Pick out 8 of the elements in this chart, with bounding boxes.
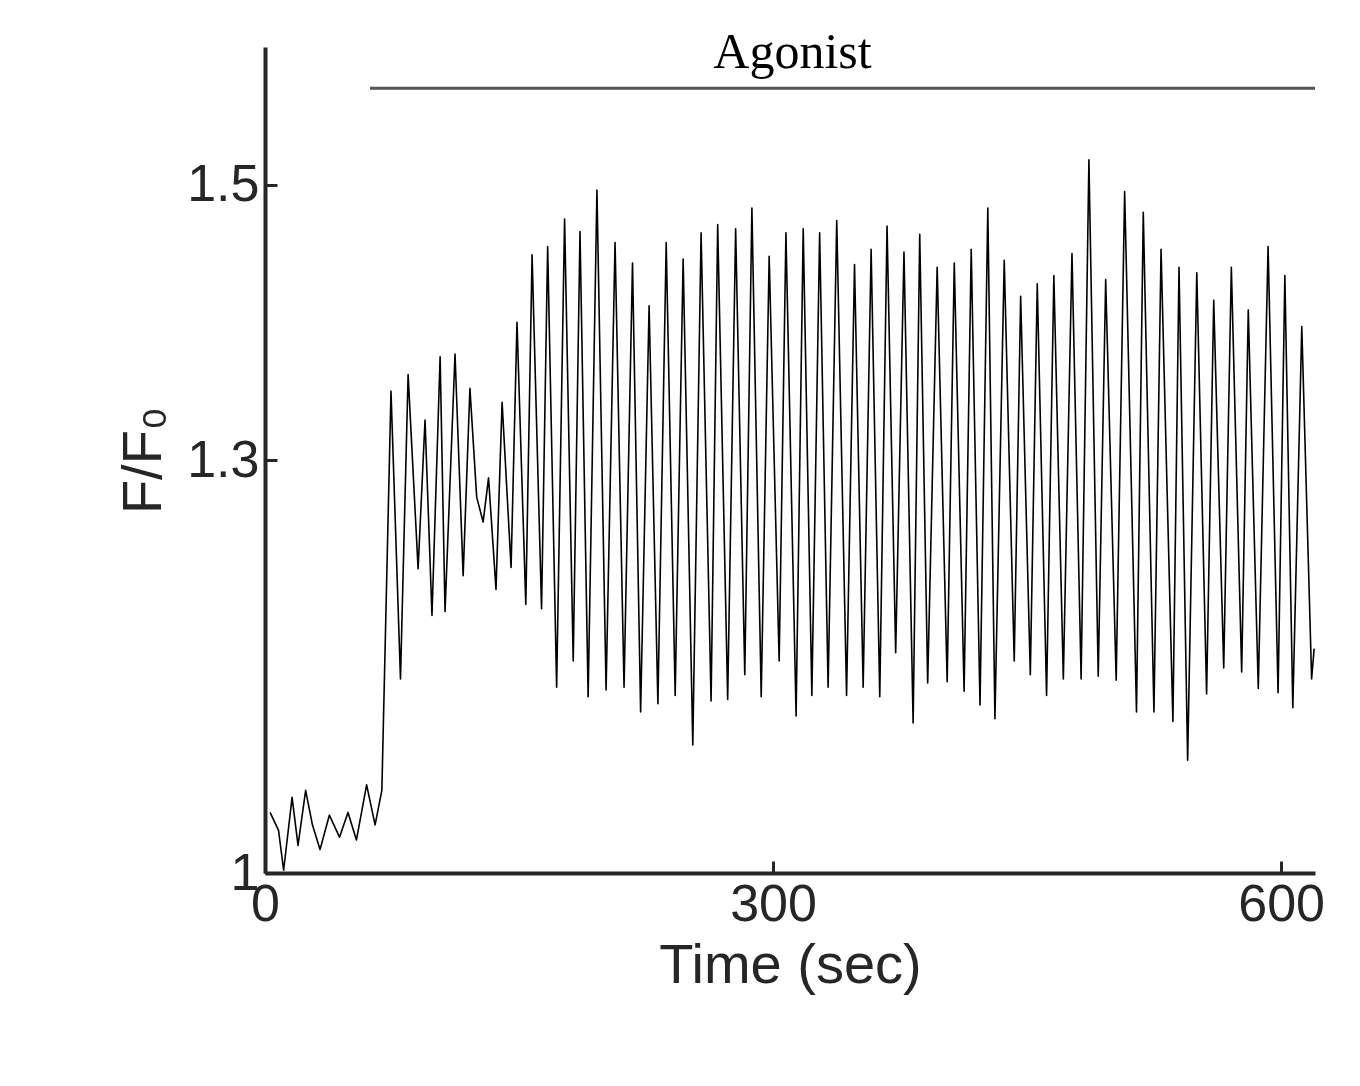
y-tick-label: 1.5	[187, 154, 260, 213]
y-axis-title: F/F₀	[110, 406, 174, 515]
x-tick-label: 300	[730, 873, 817, 932]
y-tick-label: 1.3	[187, 429, 260, 488]
x-axis-title: Time (sec)	[659, 931, 922, 995]
line-series	[269, 159, 1315, 872]
annotation: Agonist	[713, 23, 872, 80]
x-tick-label: 600	[1238, 873, 1326, 932]
